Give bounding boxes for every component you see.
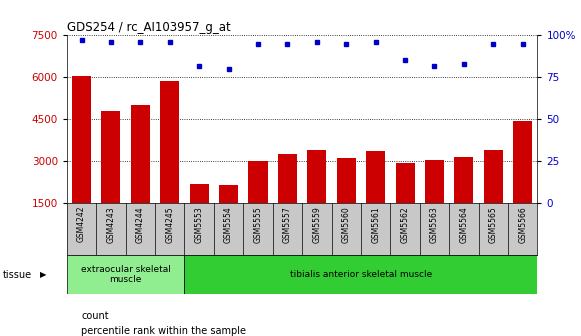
Text: ▶: ▶ (40, 270, 46, 279)
Bar (219, 185, 238, 245)
Text: GSM4243: GSM4243 (106, 206, 116, 243)
Bar (366, 152, 385, 245)
Text: count: count (81, 311, 109, 321)
Bar (249, 161, 268, 245)
Text: tissue: tissue (3, 270, 32, 280)
Text: GSM5563: GSM5563 (430, 206, 439, 243)
Bar (131, 105, 150, 245)
Text: GSM4242: GSM4242 (77, 206, 86, 242)
Text: extraocular skeletal
muscle: extraocular skeletal muscle (81, 265, 171, 284)
Bar (72, 76, 91, 245)
Bar (101, 111, 120, 245)
Text: GSM5560: GSM5560 (342, 206, 351, 243)
Text: GSM5553: GSM5553 (195, 206, 204, 243)
Text: GSM5554: GSM5554 (224, 206, 233, 243)
FancyBboxPatch shape (185, 255, 537, 294)
Bar (160, 82, 180, 245)
Bar (307, 150, 327, 245)
Bar (278, 154, 297, 245)
Bar (513, 121, 532, 245)
FancyBboxPatch shape (67, 255, 185, 294)
Text: percentile rank within the sample: percentile rank within the sample (81, 326, 246, 336)
Bar (336, 159, 356, 245)
Text: GSM5555: GSM5555 (253, 206, 263, 243)
Bar (425, 160, 444, 245)
Bar (454, 157, 474, 245)
Text: GSM5564: GSM5564 (460, 206, 468, 243)
Text: GSM4245: GSM4245 (165, 206, 174, 243)
Text: GSM5562: GSM5562 (400, 206, 410, 243)
Bar (396, 163, 415, 245)
Bar (189, 184, 209, 245)
Text: GSM5557: GSM5557 (283, 206, 292, 243)
Text: tibialis anterior skeletal muscle: tibialis anterior skeletal muscle (290, 270, 432, 279)
Text: GSM4244: GSM4244 (136, 206, 145, 243)
Text: GDS254 / rc_AI103957_g_at: GDS254 / rc_AI103957_g_at (67, 21, 231, 34)
Text: GSM5559: GSM5559 (313, 206, 321, 243)
Text: GSM5561: GSM5561 (371, 206, 380, 243)
Bar (484, 150, 503, 245)
Text: GSM5565: GSM5565 (489, 206, 498, 243)
Text: GSM5566: GSM5566 (518, 206, 527, 243)
